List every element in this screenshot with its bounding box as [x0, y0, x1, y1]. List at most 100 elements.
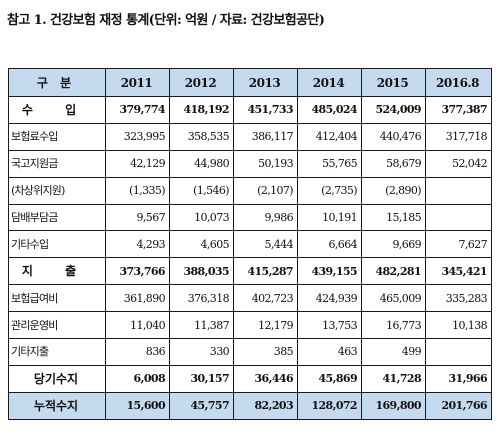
row-label: 당기수지 — [8, 364, 106, 393]
table-row: 기타수입 4,293 4,605 5,444 6,664 9,669 7,627 — [8, 230, 492, 259]
table-cell: 9,669 — [361, 230, 426, 259]
table-cell: 415,287 — [233, 257, 298, 286]
row-label: 보험료수입 — [8, 122, 106, 151]
table-cell: 11,387 — [169, 311, 234, 340]
table-row-cumulative-balance: 누적수지 15,600 45,757 82,203 128,072 169,80… — [8, 391, 492, 420]
row-label: 기타수입 — [8, 230, 106, 259]
table-cell: 388,035 — [169, 257, 234, 286]
table-cell: 451,733 — [233, 96, 298, 124]
table-cell: 836 — [105, 338, 170, 366]
table-cell: 361,890 — [105, 284, 170, 313]
table-cell: 358,535 — [169, 122, 234, 151]
table-cell: 10,073 — [169, 203, 234, 232]
table-cell: 440,476 — [361, 122, 426, 151]
row-label: 누적수지 — [8, 391, 106, 420]
table-cell: 335,283 — [425, 284, 492, 313]
table-cell: 377,387 — [425, 96, 492, 124]
header-year: 2013 — [233, 68, 298, 97]
header-category: 구 분 — [8, 68, 106, 97]
table-cell: 424,939 — [297, 284, 362, 313]
table-row-annual-balance: 당기수지 6,008 30,157 36,446 45,869 41,728 3… — [8, 364, 492, 393]
table-cell: 169,800 — [361, 391, 426, 420]
table-cell: 482,281 — [361, 257, 426, 286]
header-year: 2012 — [169, 68, 234, 97]
table-cell: 201,766 — [425, 391, 492, 420]
row-label: 지 출 — [8, 257, 106, 286]
row-label: (차상위지원) — [8, 176, 106, 205]
table-cell: 4,605 — [169, 230, 234, 259]
table-cell: 465,009 — [361, 284, 426, 313]
table-cell: 402,723 — [233, 284, 298, 313]
table-cell: 52,042 — [425, 149, 492, 178]
table-cell: 45,757 — [169, 391, 234, 420]
table-cell: 16,773 — [361, 311, 426, 340]
table-row: 보험료수입 323,995 358,535 386,117 412,404 44… — [8, 122, 492, 151]
table-cell: (1,335) — [105, 176, 170, 205]
table-cell: (2,735) — [297, 176, 362, 205]
table-cell: 82,203 — [233, 391, 298, 420]
row-label: 관리운영비 — [8, 311, 106, 340]
table-row-expenditure: 지 출 373,766 388,035 415,287 439,155 482,… — [8, 257, 492, 286]
table-cell: 30,157 — [169, 364, 234, 393]
table-cell: 13,753 — [297, 311, 362, 340]
table-cell: 9,567 — [105, 203, 170, 232]
table-cell: 6,008 — [105, 364, 170, 393]
table-cell: 439,155 — [297, 257, 362, 286]
table-cell: 36,446 — [233, 364, 298, 393]
table-cell: 50,193 — [233, 149, 298, 178]
header-year: 2016.8 — [425, 68, 492, 97]
table-cell: 5,444 — [233, 230, 298, 259]
table-row: 관리운영비 11,040 11,387 12,179 13,753 16,773… — [8, 311, 492, 340]
table-cell: 10,138 — [425, 311, 492, 340]
table-cell: 6,664 — [297, 230, 362, 259]
table-cell: 412,404 — [297, 122, 362, 151]
table-cell: 345,421 — [425, 257, 492, 286]
table-row: 보험급여비 361,890 376,318 402,723 424,939 46… — [8, 284, 492, 313]
table-cell: 376,318 — [169, 284, 234, 313]
table-cell: 55,765 — [297, 149, 362, 178]
table-cell: 330 — [169, 338, 234, 366]
row-label: 국고지원금 — [8, 149, 106, 178]
row-label: 보험급여비 — [8, 284, 106, 313]
table-cell: 12,179 — [233, 311, 298, 340]
table-cell: 31,966 — [425, 364, 492, 393]
table-cell: 317,718 — [425, 122, 492, 151]
table-cell — [425, 203, 492, 232]
table-cell: 485,024 — [297, 96, 362, 124]
table-cell: 418,192 — [169, 96, 234, 124]
table-cell: (1,546) — [169, 176, 234, 205]
table-cell — [425, 176, 492, 205]
table-cell: 323,995 — [105, 122, 170, 151]
table-cell: 463 — [297, 338, 362, 366]
table-cell: 15,185 — [361, 203, 426, 232]
table-cell: 128,072 — [297, 391, 362, 420]
table-row: 기타지출 836 330 385 463 499 — [8, 338, 492, 366]
table-cell: 15,600 — [105, 391, 170, 420]
header-year: 2014 — [297, 68, 362, 97]
table-cell: 45,869 — [297, 364, 362, 393]
header-year: 2015 — [361, 68, 426, 97]
table-cell: 42,129 — [105, 149, 170, 178]
table-cell: (2,107) — [233, 176, 298, 205]
table-cell: (2,890) — [361, 176, 426, 205]
table-cell: 386,117 — [233, 122, 298, 151]
table-header-row: 구 분 2011 2012 2013 2014 2015 2016.8 — [8, 68, 492, 97]
table-cell: 41,728 — [361, 364, 426, 393]
table-cell: 11,040 — [105, 311, 170, 340]
table-cell: 524,009 — [361, 96, 426, 124]
table-cell: 58,679 — [361, 149, 426, 178]
table-row-revenue: 수 입 379,774 418,192 451,733 485,024 524,… — [8, 96, 492, 124]
row-label: 수 입 — [8, 96, 106, 124]
table-cell — [425, 338, 492, 366]
table-cell: 44,980 — [169, 149, 234, 178]
table-cell: 9,986 — [233, 203, 298, 232]
row-label: 담배부담금 — [8, 203, 106, 232]
finance-statistics-table: 구 분 2011 2012 2013 2014 2015 2016.8 수 입 … — [8, 68, 492, 420]
table-row: 국고지원금 42,129 44,980 50,193 55,765 58,679… — [8, 149, 492, 178]
table-cell: 379,774 — [105, 96, 170, 124]
header-year: 2011 — [105, 68, 170, 97]
table-row: (차상위지원) (1,335) (1,546) (2,107) (2,735) … — [8, 176, 492, 205]
row-label: 기타지출 — [8, 338, 106, 366]
table-cell: 373,766 — [105, 257, 170, 286]
table-cell: 10,191 — [297, 203, 362, 232]
